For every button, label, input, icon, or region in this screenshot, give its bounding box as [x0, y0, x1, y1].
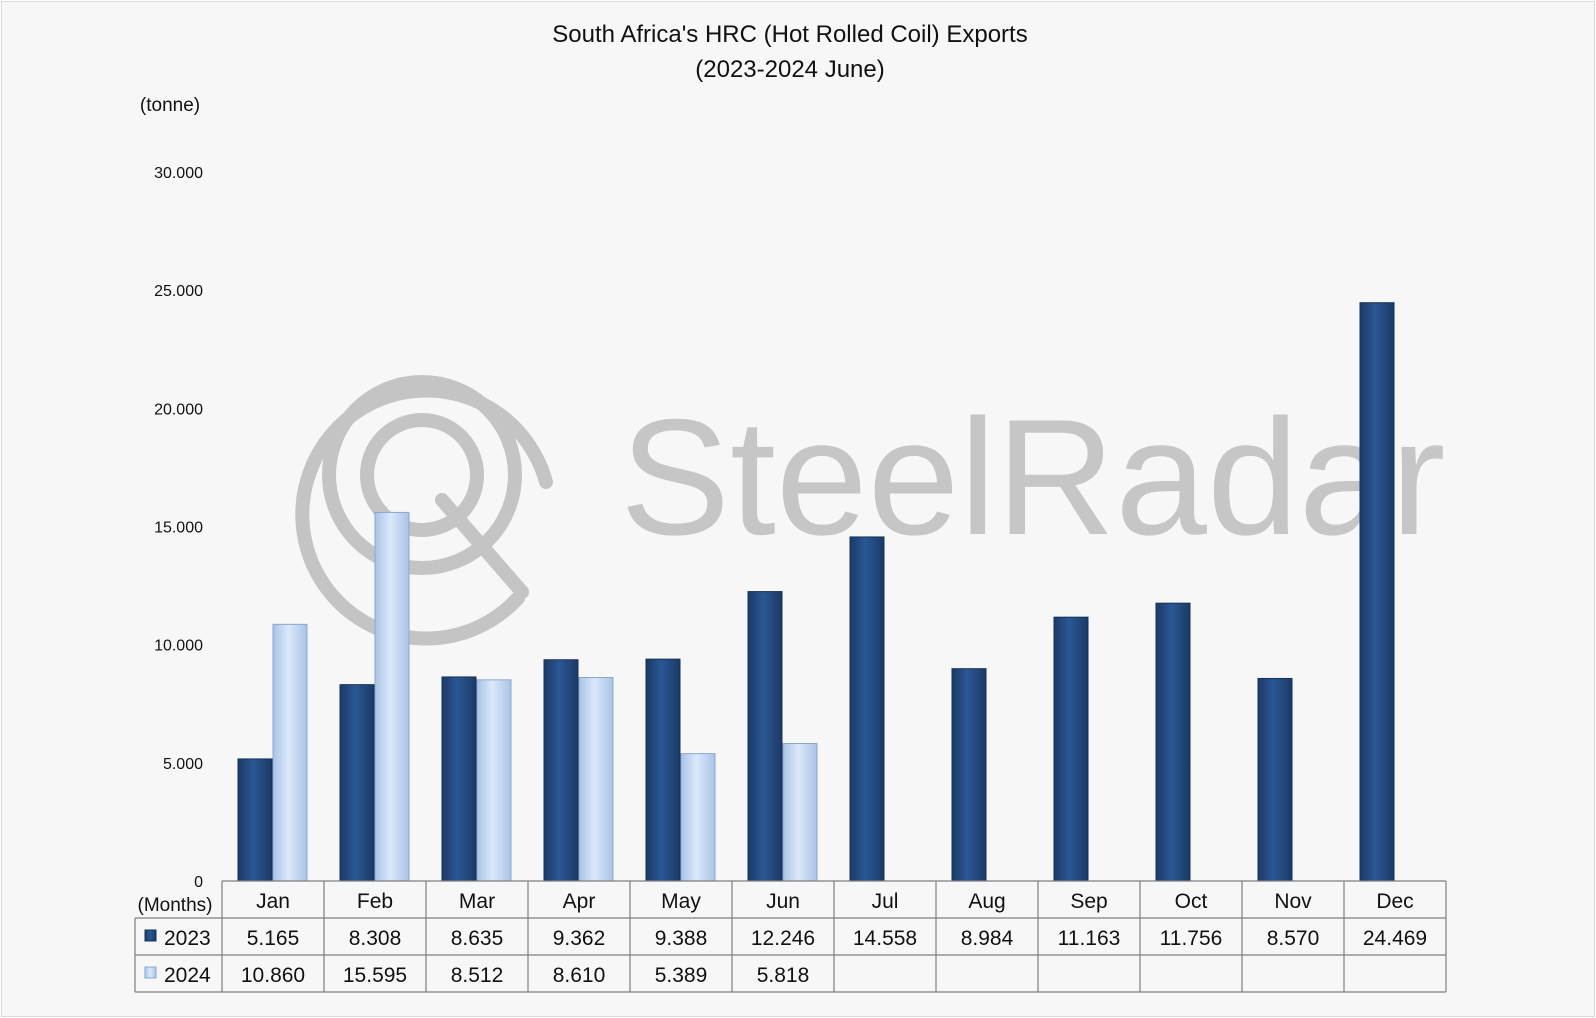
- data-label: 5.165: [247, 927, 300, 950]
- data-label: 9.388: [655, 927, 708, 950]
- legend-key-2023: [144, 929, 157, 942]
- bar-2024-apr: [578, 677, 614, 882]
- bar-2023-may: [645, 658, 681, 882]
- legend-label-2023: 2023: [164, 927, 211, 950]
- data-label: 8.984: [961, 927, 1014, 950]
- x-tick-label: Jul: [872, 890, 899, 913]
- x-tick-label: Jan: [256, 890, 290, 913]
- bars: [237, 302, 1395, 882]
- y-tick-label: 5.000: [163, 756, 203, 773]
- data-label: 24.469: [1363, 927, 1427, 950]
- watermark: SteelRadar: [295, 375, 1445, 646]
- bar-2023-aug: [951, 668, 987, 882]
- x-tick-label: Mar: [459, 890, 495, 913]
- x-tick-label: Aug: [968, 890, 1005, 913]
- bar-2024-feb: [374, 511, 410, 882]
- data-label: 10.860: [241, 964, 305, 987]
- x-tick-label: Feb: [357, 890, 393, 913]
- y-tick-label: 0: [194, 874, 203, 891]
- x-axis-months-label: (Months): [138, 895, 213, 916]
- chart-subtitle: (2023-2024 June): [695, 56, 884, 83]
- data-label: 8.308: [349, 927, 402, 950]
- data-label: 9.362: [553, 927, 606, 950]
- x-tick-label: Jun: [766, 890, 800, 913]
- x-tick-label: Oct: [1175, 890, 1208, 913]
- data-label: 8.512: [451, 964, 504, 987]
- x-tick-label: Dec: [1376, 890, 1413, 913]
- y-tick-label: 25.000: [154, 283, 203, 300]
- y-axis-ticks: 0 5.000 10.000 15.000 20.000 25.000 30.000: [154, 165, 203, 891]
- data-label: 11.163: [1058, 927, 1121, 950]
- bar-2023-jun: [747, 591, 783, 882]
- data-label: 14.558: [853, 927, 917, 950]
- radar-logo-icon: [295, 375, 553, 646]
- data-label: 8.610: [553, 964, 606, 987]
- bar-2024-mar: [476, 679, 512, 882]
- bar-2023-jul: [849, 536, 885, 882]
- x-tick-label: Apr: [563, 890, 596, 913]
- data-label: 8.635: [451, 927, 504, 950]
- data-label: 12.246: [751, 927, 815, 950]
- data-label: 5.818: [757, 964, 810, 987]
- x-tick-label: Nov: [1274, 890, 1312, 913]
- bar-2023-jan: [237, 758, 273, 882]
- bar-2024-jan: [272, 623, 308, 882]
- legend-key-2024: [144, 966, 157, 979]
- y-tick-label: 20.000: [154, 401, 203, 418]
- bar-2024-jun: [782, 743, 818, 882]
- chart-title: South Africa's HRC (Hot Rolled Coil) Exp…: [552, 21, 1027, 48]
- bar-2023-sep: [1053, 616, 1089, 882]
- y-tick-label: 15.000: [154, 520, 203, 537]
- bar-2023-dec: [1359, 302, 1395, 882]
- x-tick-label: May: [661, 890, 701, 913]
- y-tick-label: 30.000: [154, 165, 203, 182]
- watermark-text: SteelRadar: [620, 385, 1445, 569]
- data-table: Jan Feb Mar Apr May Jun Jul Aug Sep Oct Nov Dec 2023…: [134, 880, 1447, 993]
- bar-2023-apr: [543, 659, 579, 882]
- data-label: 15.595: [343, 964, 407, 987]
- x-tick-label: Sep: [1070, 890, 1107, 913]
- y-tick-label: 10.000: [154, 638, 203, 655]
- legend-label-2024: 2024: [164, 964, 211, 987]
- bar-2024-may: [680, 753, 716, 882]
- bar-2023-feb: [339, 684, 375, 882]
- bar-2023-nov: [1257, 677, 1293, 882]
- bar-2023-oct: [1155, 602, 1191, 882]
- data-label: 8.570: [1267, 927, 1320, 950]
- bar-2023-mar: [441, 676, 477, 882]
- data-label: 5.389: [655, 964, 708, 987]
- data-label: 11.756: [1160, 927, 1223, 950]
- y-axis-unit-label: (tonne): [140, 95, 200, 116]
